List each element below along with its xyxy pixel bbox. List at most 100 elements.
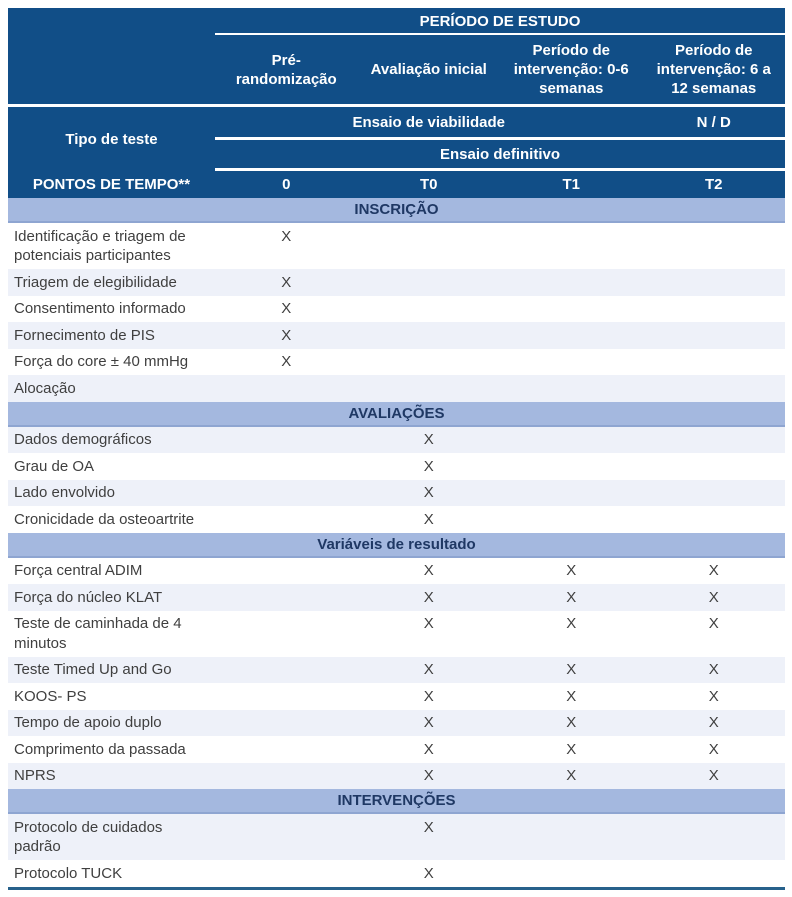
mark-cell: X [281, 273, 292, 291]
empty-mark-cell [643, 322, 786, 349]
mark-cell: X [423, 767, 434, 784]
empty-mark-cell [643, 223, 786, 269]
mark-cell: X [423, 661, 434, 678]
mark-cell: X [423, 714, 434, 731]
mark-cell: X [708, 714, 719, 731]
empty-mark-cell [358, 296, 501, 323]
empty-mark-cell [215, 375, 358, 402]
empty-mark-cell [643, 269, 786, 296]
empty-mark-cell [215, 427, 358, 454]
mark-cell: X [281, 326, 292, 344]
column-headers-row: Pré- randomização Avaliação inicial Perí… [8, 35, 785, 104]
empty-mark-cell [215, 736, 358, 763]
empty-mark-cell [643, 480, 786, 507]
mark-cell: X [566, 615, 577, 632]
empty-mark-cell [500, 296, 643, 323]
empty-mark-cell [500, 223, 643, 269]
feasibility-trial-label: Ensaio de viabilidade [352, 113, 506, 131]
empty-mark-cell [643, 375, 786, 402]
table-row: Lado envolvido X [8, 479, 786, 507]
empty-mark-cell [215, 763, 358, 790]
empty-mark-cell [358, 322, 501, 349]
header-line [215, 137, 785, 140]
table-row: Dados demográficos X [8, 426, 786, 454]
mark-cell: X [708, 661, 719, 678]
empty-mark-cell [215, 611, 358, 657]
header-empty-corner [8, 8, 215, 35]
header-divider [8, 104, 785, 107]
mark-cell: X [566, 661, 577, 678]
mark-cell: X [423, 818, 434, 836]
column-header-intervention-0-6: Período de intervenção: 0-6 semanas [513, 42, 629, 97]
mark-cell: X [281, 300, 292, 317]
table-row: Grau de OA X [8, 453, 785, 480]
table-row: Força central ADIM X X X [8, 557, 785, 584]
mark-cell: X [566, 687, 577, 705]
header-line-2 [215, 168, 785, 171]
feasibility-row: Ensaio de viabilidade N / D [215, 107, 785, 137]
mark-cell: X [423, 687, 434, 705]
table-row: Consentimento informado X [8, 295, 786, 323]
mark-cell: X [708, 767, 719, 784]
mark-cell: X [708, 588, 719, 606]
mark-cell: X [423, 484, 434, 501]
table-header-mid: Tipo de teste PONTOS DE TEMPO** Ensaio d… [8, 107, 785, 198]
row-label: Fornecimento de PIS [14, 326, 155, 344]
timepoint-t0: T0 [419, 176, 438, 193]
mark-cell: X [423, 740, 434, 758]
study-schedule-table: PERÍODO DE ESTUDO Pré- randomização Aval… [8, 8, 785, 890]
empty-mark-cell [500, 375, 643, 402]
row-label: KOOS- PS [14, 687, 87, 705]
section-header: INTERVENÇÕES [8, 789, 785, 814]
empty-mark-cell [500, 269, 643, 296]
section-header: Variáveis de resultado [8, 532, 785, 558]
table-header-top: PERÍODO DE ESTUDO Pré- randomização Aval… [8, 8, 785, 104]
table-row: NPRS X X X [8, 762, 785, 790]
row-label: Comprimento da passada [14, 740, 186, 758]
mark-cell: X [281, 227, 292, 245]
row-label: Dados demográficos [14, 431, 152, 448]
empty-mark-cell [500, 453, 643, 480]
row-label: Cronicidade da osteoartrite [14, 510, 195, 528]
timepoint-t2: T2 [704, 176, 723, 193]
row-label: Alocação [14, 379, 76, 397]
test-type-label: Tipo de teste [65, 130, 158, 148]
empty-mark-cell [500, 814, 643, 860]
table-body: INSCRIÇÃO Identificação e triagem de pote… [8, 198, 785, 887]
mark-cell: X [566, 588, 577, 606]
table-row: Cronicidade da osteoartrite X [8, 506, 785, 533]
empty-mark-cell [215, 506, 358, 533]
header-left-column: Tipo de teste PONTOS DE TEMPO** [8, 107, 215, 198]
bottom-rule [8, 886, 785, 890]
mark-cell: X [708, 687, 719, 705]
empty-mark-cell [643, 296, 786, 323]
table-row: Força do núcleo KLAT X X X [8, 584, 785, 611]
mark-cell: X [566, 562, 577, 579]
mark-cell: X [281, 353, 292, 370]
header-right-column: Ensaio de viabilidade N / D Ensaio defin… [215, 107, 785, 198]
empty-mark-cell [500, 506, 643, 533]
row-label: Identificação e triagem de potenciais pa… [14, 227, 186, 265]
empty-mark-cell [643, 427, 786, 454]
empty-mark-cell [215, 710, 358, 737]
section-header: AVALIAÇÕES [8, 401, 785, 427]
mark-cell: X [566, 740, 577, 758]
timepoints-row: 0 T0 T1 T2 [215, 171, 785, 198]
table-row: Força do core ± 40 mmHg X [8, 348, 785, 375]
column-header-pre-randomization: Pré- randomização [235, 51, 337, 88]
table-row: Alocação [8, 375, 785, 402]
timepoint-0: 0 [282, 176, 291, 193]
empty-mark-cell [358, 375, 501, 402]
study-period-title: PERÍODO DE ESTUDO [419, 13, 581, 30]
definitive-trial-label: Ensaio definitivo [439, 145, 560, 163]
table-row: Identificação e triagem de potenciais pa… [8, 223, 785, 269]
table-row: Protocolo de cuidados padrão X [8, 814, 785, 860]
table-row: Comprimento da passada X X X [8, 736, 785, 763]
empty-mark-cell [500, 322, 643, 349]
mark-cell: X [423, 864, 434, 882]
column-header-initial-assessment: Avaliação inicial [370, 61, 487, 78]
empty-mark-cell [215, 584, 358, 611]
study-period-row: PERÍODO DE ESTUDO [8, 8, 785, 35]
row-label: NPRS [14, 767, 56, 784]
row-label: Triagem de elegibilidade [14, 273, 177, 291]
